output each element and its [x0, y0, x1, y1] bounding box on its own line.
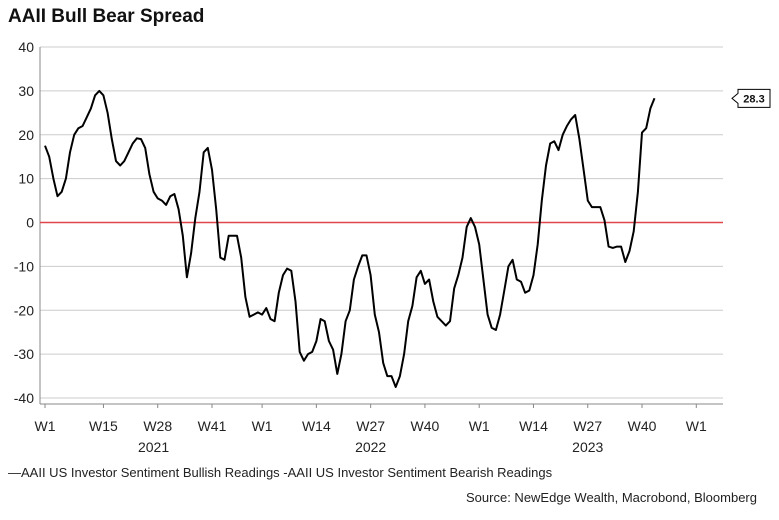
y-tick-label: -20 [14, 302, 34, 318]
y-tick-label: 0 [26, 215, 34, 231]
legend: —AAII US Investor Sentiment Bullish Read… [8, 465, 553, 480]
x-tick-label: W28 [143, 418, 172, 434]
x-tick-label: W40 [628, 418, 657, 434]
y-tick-label: 20 [18, 127, 34, 143]
y-tick-label: -10 [14, 258, 34, 274]
grid [40, 46, 723, 399]
x-tick-label: W40 [411, 418, 440, 434]
last-value-label: 28.3 [743, 93, 764, 105]
y-tick-label: 30 [18, 83, 34, 99]
x-tick-label: W14 [302, 418, 331, 434]
x-tick-label: W15 [89, 418, 118, 434]
y-tick-label: -30 [14, 346, 34, 362]
last-value-callout: 28.3 [731, 88, 771, 108]
chart-title: AAII Bull Bear Spread [8, 6, 205, 27]
source-note: Source: NewEdge Wealth, Macrobond, Bloom… [466, 490, 757, 505]
x-tick-label: W1 [686, 418, 707, 434]
x-tick-label: W1 [35, 418, 56, 434]
year-label: 2022 [355, 439, 386, 455]
year-label: 2021 [138, 439, 169, 455]
x-tick-label: W1 [469, 418, 490, 434]
y-tick-label: 10 [18, 171, 34, 187]
x-tick-label: W27 [356, 418, 385, 434]
x-tick-label: W1 [252, 418, 273, 434]
series-line [44, 89, 656, 388]
x-tick-label: W14 [519, 418, 548, 434]
y-tick-label: -40 [14, 390, 34, 406]
y-tick-label: 40 [18, 39, 34, 55]
callout-box [731, 88, 771, 108]
x-tick-label: W27 [573, 418, 602, 434]
year-label: 2023 [572, 439, 603, 455]
x-tick-label: W41 [198, 418, 227, 434]
plot-series [40, 89, 723, 388]
